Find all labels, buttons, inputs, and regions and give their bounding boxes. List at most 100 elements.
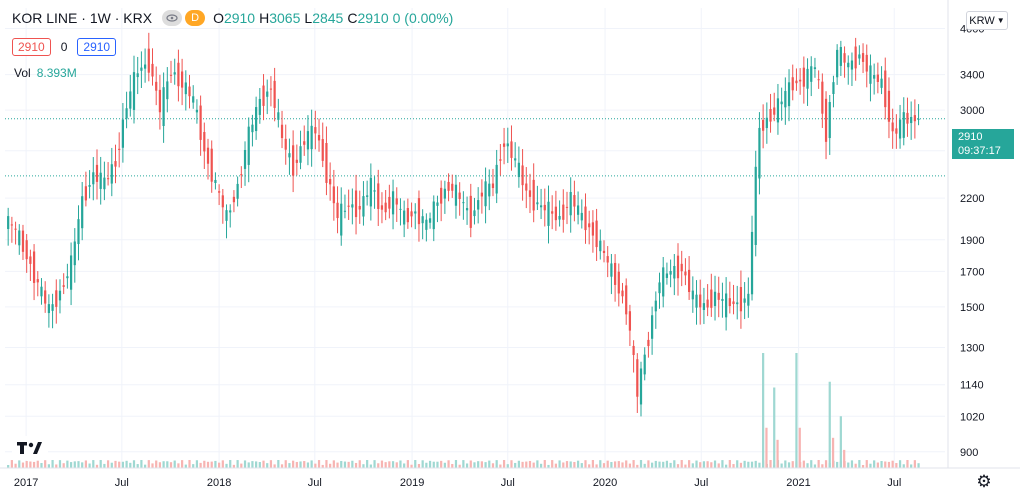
candle-body [62,285,65,287]
symbol-title[interactable]: KOR LINE · 1W · KRX [12,10,153,26]
volume-spike [828,381,831,468]
candle [336,186,339,234]
symbol-legend: KOR LINE · 1W · KRX D O 2910 H 3065 L 2845 … [12,10,454,26]
candle [543,188,546,227]
candle-body [147,48,150,73]
time-tick-label: 2020 [593,477,617,489]
price-axis[interactable]: 9001020114013001500170019002200260030003… [947,0,984,468]
candle-body [203,132,206,152]
candle [44,281,47,313]
volume-bars [7,353,920,468]
candle-body [247,126,250,165]
candle [95,149,99,200]
volume-bar [532,462,535,468]
candle [432,195,435,242]
candle [491,168,495,197]
candle [14,221,17,245]
candle [828,95,831,155]
candle [906,97,909,137]
candle-body [721,298,724,301]
candle-body [591,222,595,236]
candle [84,171,87,207]
volume-bar [458,464,461,468]
candle-body [55,290,58,307]
candle-body [884,70,887,108]
volume-bar [10,460,13,468]
candle-body [192,96,195,103]
candle [425,213,428,242]
candle-body [151,63,154,77]
currency-button[interactable]: KRW ▼ [966,11,1008,30]
tradingview-logo-icon[interactable] [12,436,48,460]
candle-body [484,181,487,207]
candle-body [802,67,805,87]
candle [628,304,632,347]
candle [910,101,913,140]
volume-bar [488,460,491,468]
candle-body [325,143,328,183]
volume-bar [169,462,173,468]
volume-bar [73,461,76,468]
candle-body [391,191,395,215]
candle-body [799,79,802,82]
candle [277,98,280,128]
volume-bar [206,461,210,468]
candle [136,56,139,95]
volume-bar [354,462,358,468]
candle-body [680,263,683,272]
candle [58,279,62,314]
candle-body [36,279,39,283]
candle-body [195,109,199,113]
candle-body [610,263,613,277]
candle-body [14,228,17,230]
volume-bar [440,460,443,468]
volume-bar [902,464,905,468]
volume-value: 8.393M [36,66,77,80]
candle-body [821,81,824,114]
candle [525,167,528,209]
candle [902,97,905,146]
candle [106,162,110,186]
volume-bar [784,460,787,468]
volume-bar [536,460,539,468]
volume-bar [465,463,469,468]
candle [591,210,595,253]
candle-body [780,101,783,105]
time-axis[interactable]: 2017 Jul 2018 Jul 2019 Jul 2020 Jul 2021 Jul [0,467,1020,489]
volume-bar [602,463,606,468]
candle [662,256,665,308]
candle [210,140,213,193]
volume-bar [158,462,162,468]
gear-icon[interactable]: ⚙ [976,472,992,491]
candle-body [858,54,861,59]
candle-body [369,177,372,207]
volume-bar [140,460,143,468]
candle-body [528,190,532,197]
volume-bar [388,461,391,468]
volume-bar [95,464,99,468]
candle-body [499,159,502,161]
volume-bar [184,464,187,468]
volume-bar [662,461,665,468]
bid-box[interactable]: 2910 [12,38,51,56]
volume-bar [147,460,150,468]
candle [321,122,324,168]
candle-body [895,128,898,134]
volume-bar [417,463,421,468]
volume-bar [562,462,565,468]
ask-box[interactable]: 2910 [77,38,117,56]
candle-body [92,172,95,185]
eye-icon[interactable] [162,10,183,26]
timeframe-badge[interactable]: D [185,10,206,26]
symbol-name: KOR LINE [12,10,78,26]
volume-bar [910,464,913,468]
candle [636,353,639,413]
candle [625,278,628,325]
interval: 1W [89,10,111,26]
volume-bar [69,462,73,468]
volume-bar [447,460,450,468]
candle [565,191,569,225]
candle-body [454,184,458,206]
candle [580,199,583,229]
